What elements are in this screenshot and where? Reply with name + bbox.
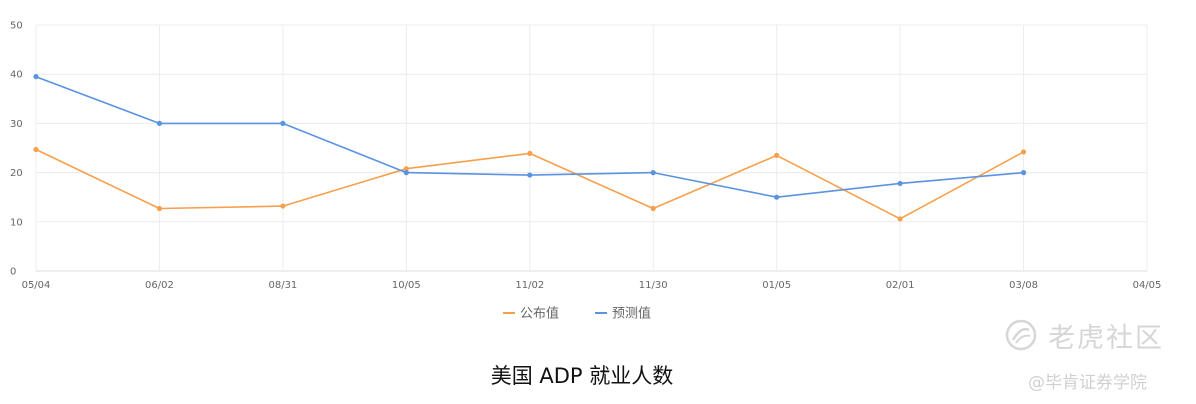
data-point	[33, 74, 39, 80]
watermark-logo: 老虎社区	[1004, 318, 1174, 354]
legend-label: 预测值	[612, 306, 651, 322]
y-tick-label: 50	[10, 21, 23, 32]
data-point	[403, 170, 409, 176]
data-point	[774, 152, 780, 158]
data-point	[650, 170, 656, 176]
chart-title: 美国 ADP 就业人数	[490, 364, 674, 388]
data-point	[897, 216, 903, 222]
y-tick-label: 30	[10, 119, 23, 130]
x-tick-label: 06/02	[145, 280, 174, 291]
data-point	[1020, 170, 1027, 176]
x-tick-label: 01/05	[762, 280, 791, 291]
legend-item: 预测值	[595, 306, 651, 322]
x-tick-label: 08/31	[268, 280, 297, 291]
x-tick-label: 04/05	[1133, 280, 1162, 291]
data-point	[403, 166, 409, 172]
y-tick-label: 10	[10, 217, 23, 228]
series-lines	[33, 74, 1027, 222]
data-point	[280, 203, 286, 209]
x-tick-label: 05/04	[22, 280, 51, 291]
series-1	[33, 146, 1027, 222]
line-chart: 0 10 20 30 40 50 05/04 06/02 08/31 10/05 11/02 11/3…	[10, 21, 1161, 322]
tiger-logo-icon	[1005, 319, 1037, 351]
data-point	[897, 180, 903, 187]
watermark-credit: @毕肯证券学院	[1028, 373, 1147, 393]
data-point	[774, 194, 780, 200]
x-tick-label: 11/30	[639, 280, 668, 291]
data-point	[280, 120, 286, 126]
y-tick-label: 40	[10, 70, 23, 81]
y-tick-label: 20	[10, 168, 23, 179]
data-point	[650, 205, 656, 212]
data-point	[527, 150, 533, 157]
legend-label: 公布值	[520, 306, 559, 322]
watermark-logo-text: 老虎社区	[1048, 322, 1164, 354]
x-tick-label: 02/01	[886, 280, 915, 291]
data-point	[527, 172, 533, 178]
data-point	[156, 205, 163, 212]
series-2	[33, 74, 1027, 200]
axes: 0 10 20 30 40 50 05/04 06/02 08/31 10/05 11/02 11/3…	[10, 21, 1161, 292]
y-tick-label: 0	[10, 267, 16, 278]
grid-lines	[35, 24, 1148, 272]
legend: 公布值 预测值	[503, 306, 651, 322]
x-tick-label: 11/02	[515, 280, 544, 291]
legend-item: 公布值	[503, 306, 559, 322]
x-tick-label: 10/05	[392, 280, 421, 291]
data-point	[1020, 149, 1027, 155]
x-tick-label: 03/08	[1009, 280, 1038, 291]
data-point	[156, 120, 163, 126]
data-point	[33, 146, 39, 153]
